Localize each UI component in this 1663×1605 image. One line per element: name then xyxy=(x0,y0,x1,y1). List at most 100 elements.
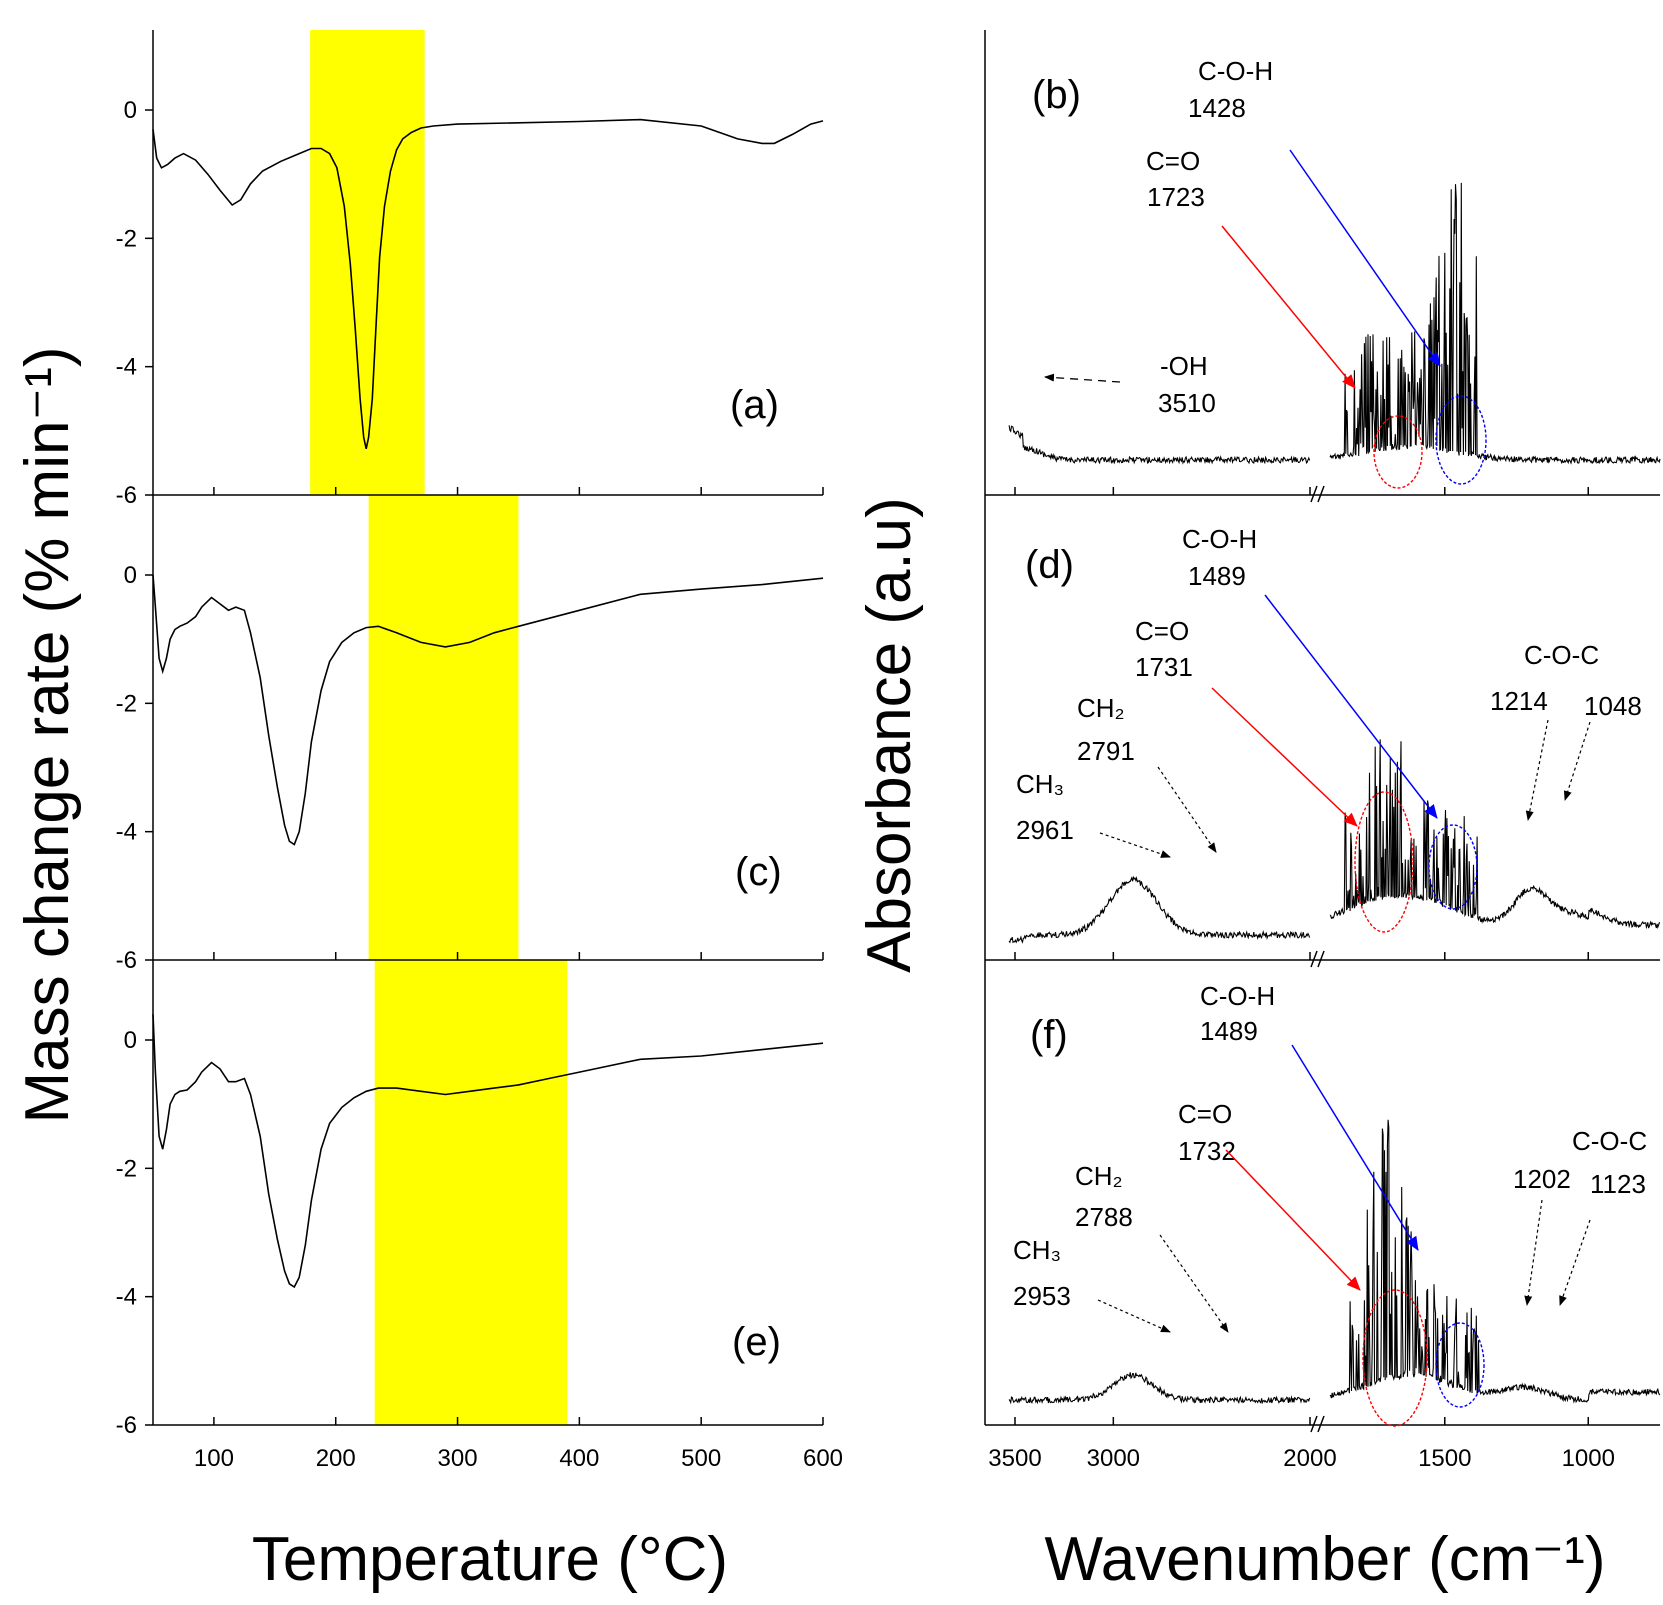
panel-label-a: (a) xyxy=(730,383,779,427)
ann-d-ch3-value: 2961 xyxy=(1016,815,1074,845)
y-tick-label-2-1: -2 xyxy=(116,1155,137,1182)
y-tick-label-0-3: -6 xyxy=(116,482,137,509)
ann-f-coh-label: C-O-H xyxy=(1200,981,1275,1011)
ann-d-coh-label: C-O-H xyxy=(1182,524,1257,554)
ann-b-oh-arrow xyxy=(1044,373,1121,383)
y-tick-label-0-0: 0 xyxy=(124,97,137,124)
ann-f-coc2-value: 1123 xyxy=(1590,1169,1646,1199)
ann-f-co-label: C=O xyxy=(1178,1099,1232,1129)
ann-d-coh-arrow xyxy=(1264,594,1438,819)
ann-d-coc2-value: 1048 xyxy=(1584,691,1642,721)
ann-f-ch3-label: CH₃ xyxy=(1013,1235,1061,1265)
panel-label-e: (e) xyxy=(732,1320,781,1364)
right-x-ticks: 3500 3000 2000 1500 1000 xyxy=(988,487,1615,1472)
left-x-ticks: 100 200 300 400 500 600 xyxy=(194,487,843,1472)
ann-b-co-value: 1723 xyxy=(1147,182,1205,212)
ann-d-ch2-arrow xyxy=(1157,766,1217,853)
annotations-b: C-O-H 1428 C=O 1723 -OH 3510 xyxy=(1044,56,1487,489)
ann-f-ch3-arrow xyxy=(1097,1299,1171,1333)
spectrum-d xyxy=(1008,739,1661,944)
ann-d-co-value: 1731 xyxy=(1135,652,1193,682)
panel-label-b: (b) xyxy=(1032,73,1081,117)
wn-tick-label-1: 3000 xyxy=(1087,1445,1140,1472)
annotations-d: C-O-H 1489 C=O 1731 CH₂ 2791 CH₃ 2961 C-… xyxy=(1016,524,1642,933)
ann-d-ch3-arrow xyxy=(1099,832,1171,858)
left-x-title: Temperature (°C) xyxy=(252,1525,728,1594)
ann-d-coh-ellipse xyxy=(1428,824,1478,910)
curve-c xyxy=(152,574,824,846)
ann-b-co-arrow xyxy=(1221,225,1356,389)
ann-b-coh-ellipse xyxy=(1435,395,1487,485)
ann-b-coh-value: 1428 xyxy=(1188,93,1246,123)
y-tick-label-2-2: -4 xyxy=(116,1284,137,1311)
ann-b-coh-label: C-O-H xyxy=(1198,56,1273,86)
ann-f-coh-value: 1489 xyxy=(1200,1016,1258,1046)
panel-label-f: (f) xyxy=(1030,1013,1068,1057)
ann-d-coc-arrow xyxy=(1525,719,1549,821)
ann-f-ch2-value: 2788 xyxy=(1075,1202,1133,1232)
ann-d-coc-value: 1214 xyxy=(1490,686,1548,716)
ann-d-ch2-label: CH₂ xyxy=(1077,693,1125,723)
ann-f-ch2-label: CH₂ xyxy=(1075,1161,1123,1191)
right-panels: 3500 3000 2000 1500 1000 (b) (d) (f) C-O-H 1… xyxy=(855,30,1661,1594)
ann-d-co-arrow xyxy=(1211,687,1358,827)
ann-d-ch2-value: 2791 xyxy=(1077,736,1135,766)
y-tick-label-2-0: 0 xyxy=(124,1027,137,1054)
curve-e xyxy=(152,1014,824,1289)
ann-d-coc-label: C-O-C xyxy=(1524,640,1599,670)
panel-label-c: (c) xyxy=(735,850,782,894)
right-y-title: Absorbance (a.u) xyxy=(855,497,924,973)
ann-f-coc-value: 1202 xyxy=(1513,1164,1571,1194)
y-tick-label-1-3: -6 xyxy=(116,947,137,974)
ann-f-coh-ellipse xyxy=(1435,1322,1485,1408)
highlight-band-e xyxy=(374,960,568,1425)
ann-f-co-ellipse xyxy=(1362,1289,1428,1427)
spectrum-f xyxy=(1008,1119,1661,1405)
ann-b-co-ellipse xyxy=(1373,415,1423,489)
ann-b-co-label: C=O xyxy=(1146,146,1200,176)
y-tick-label-2-3: -6 xyxy=(116,1412,137,1439)
panel-label-d: (d) xyxy=(1025,543,1074,587)
y-tick-label-1-2: -4 xyxy=(116,819,137,846)
curve-a xyxy=(152,118,824,449)
x-tick-label-0: 100 xyxy=(194,1445,234,1472)
x-tick-label-4: 500 xyxy=(681,1445,721,1472)
ann-d-coc2-arrow xyxy=(1563,721,1591,801)
right-x-title: Wavenumber (cm⁻¹) xyxy=(1045,1525,1606,1594)
y-tick-label-0-2: -4 xyxy=(116,354,137,381)
ann-b-coh-arrow xyxy=(1289,149,1441,367)
ann-b-oh-label: -OH xyxy=(1160,351,1208,381)
x-tick-label-5: 600 xyxy=(803,1445,843,1472)
y-tick-label-1-1: -2 xyxy=(116,690,137,717)
ann-d-ch3-label: CH₃ xyxy=(1016,769,1064,799)
axis-break-marks xyxy=(1310,485,1325,1433)
ann-f-coh-arrow xyxy=(1291,1044,1419,1251)
ann-f-coc-label: C-O-C xyxy=(1572,1126,1647,1156)
x-tick-label-2: 300 xyxy=(438,1445,478,1472)
highlight-band-c xyxy=(368,495,519,960)
ann-f-ch2-arrow xyxy=(1159,1234,1229,1333)
ann-f-coc-arrow xyxy=(1524,1199,1543,1306)
wn-tick-label-3: 1500 xyxy=(1418,1445,1471,1472)
ann-f-co-arrow xyxy=(1225,1149,1361,1291)
ann-d-co-label: C=O xyxy=(1135,616,1189,646)
wn-tick-label-0: 3500 xyxy=(988,1445,1041,1472)
y-tick-label-0-1: -2 xyxy=(116,225,137,252)
ann-f-coc2-arrow xyxy=(1559,1219,1591,1306)
ann-b-oh-value: 3510 xyxy=(1158,388,1216,418)
ann-d-co-ellipse xyxy=(1354,791,1414,933)
ann-d-coh-value: 1489 xyxy=(1188,561,1246,591)
y-tick-label-1-0: 0 xyxy=(124,562,137,589)
wn-tick-label-2: 2000 xyxy=(1283,1445,1336,1472)
annotations-f: C-O-H 1489 C=O 1732 CH₂ 2788 CH₃ 2953 C-… xyxy=(1013,981,1647,1427)
left-y-ticks: 0 -2 -4 -6 0 -2 -4 -6 0 -2 -4 -6 xyxy=(116,97,153,1439)
x-tick-label-3: 400 xyxy=(559,1445,599,1472)
highlight-band-a xyxy=(310,30,425,495)
wn-tick-label-4: 1000 xyxy=(1562,1445,1615,1472)
left-y-title: Mass change rate (% min⁻¹) xyxy=(13,347,82,1124)
x-tick-label-1: 200 xyxy=(316,1445,356,1472)
spectrum-b xyxy=(1008,182,1661,465)
ann-f-ch3-value: 2953 xyxy=(1013,1281,1071,1311)
left-panels: 0 -2 -4 -6 0 -2 -4 -6 0 -2 -4 -6 100 200 300 400 500 600… xyxy=(13,30,843,1594)
